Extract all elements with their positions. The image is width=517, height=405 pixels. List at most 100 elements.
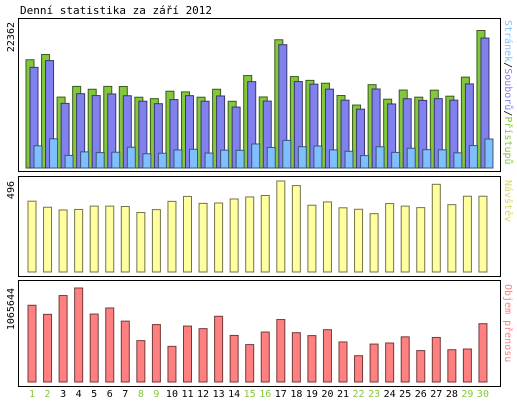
bar-kbytes-day-10 [167,345,177,383]
bar-kbytes-day-29 [462,348,472,383]
x-tick-label-day-24: 24 [384,389,396,400]
bar-visits-day-3 [58,209,68,273]
x-tick-label-day-2: 2 [45,389,51,400]
x-tick-label-day-13: 13 [213,389,225,400]
bar-visits-day-20 [322,201,332,273]
x-tick-label-day-22: 22 [353,389,365,400]
x-tick-label-day-27: 27 [430,389,442,400]
bar-kbytes-day-19 [307,335,317,383]
x-tick-label-day-26: 26 [415,389,427,400]
bar-kbytes-day-15 [245,344,255,383]
bar-visits-day-5 [89,205,99,273]
y-tick-max-visits: 496 [6,181,17,199]
bar-pages-day-4 [80,151,90,169]
x-tick-label-day-21: 21 [337,389,349,400]
bar-kbytes-day-26 [416,350,426,383]
bar-visits-day-23 [369,213,379,273]
axis-label-kbytes-part-0: Objem přenosu [502,284,514,362]
bar-visits-day-25 [400,205,410,273]
bar-pages-day-5 [95,152,105,169]
bar-pages-day-24 [391,151,401,169]
x-tick-label-day-9: 9 [153,389,159,400]
x-tick-label-day-15: 15 [244,389,256,400]
x-tick-label-day-3: 3 [60,389,66,400]
x-tick-label-day-8: 8 [138,389,144,400]
bar-kbytes-day-1 [27,304,37,383]
x-tick-label-day-18: 18 [290,389,302,400]
bar-visits-day-24 [385,203,395,273]
bar-pages-day-10 [173,149,183,169]
bar-kbytes-day-16 [260,331,270,383]
axis-label-hits-files-pages-part-1: / [502,62,513,68]
page-title: Denní statistika za září 2012 [20,4,213,17]
bar-visits-day-10 [167,200,177,273]
bar-pages-day-15 [251,143,261,169]
bar-visits-day-11 [183,195,192,273]
bar-visits-day-7 [120,206,130,273]
bar-pages-day-29 [468,145,478,169]
bar-visits-day-15 [245,196,255,273]
bar-kbytes-day-6 [105,307,115,383]
bar-pages-day-28 [453,152,463,169]
axis-label-hits-files-pages-part-3: / [502,110,513,116]
x-tick-label-day-1: 1 [29,389,35,400]
bar-visits-day-18 [291,185,301,273]
bar-pages-day-8 [142,153,152,169]
bar-kbytes-day-13 [214,315,224,383]
bar-visits-day-17 [276,180,286,273]
bar-visits-day-29 [462,195,472,273]
bar-visits-day-9 [151,209,161,273]
bar-pages-day-11 [189,148,198,169]
bar-kbytes-day-20 [322,329,332,383]
y-tick-max-hits-files-pages: 22362 [6,22,17,52]
axis-label-kbytes: Objem přenosu [502,284,514,362]
bar-pages-day-1 [33,145,43,169]
bar-kbytes-day-12 [198,328,208,383]
x-tick-label-day-17: 17 [275,389,287,400]
axis-label-hits-files-pages: Stránek/Souborů/Přístupů [502,20,514,165]
bar-kbytes-day-23 [369,343,379,383]
bar-visits-day-13 [214,202,224,273]
x-tick-label-day-14: 14 [228,389,240,400]
axis-label-hits-files-pages-part-2: Souborů [502,68,514,110]
bar-visits-day-26 [416,207,426,273]
bar-visits-day-4 [74,208,84,273]
bar-kbytes-day-24 [385,342,395,383]
x-tick-label-day-5: 5 [91,389,97,400]
axis-label-hits-files-pages-part-4: Přístupů [502,116,514,164]
bar-kbytes-day-3 [58,295,68,383]
bar-pages-day-17 [282,139,292,169]
bar-visits-day-1 [27,200,37,273]
y-tick-max-kbytes: 1065644 [6,288,17,330]
bar-pages-day-7 [126,146,136,169]
bar-visits-day-2 [43,206,53,273]
bar-visits-day-19 [307,204,317,273]
bar-kbytes-day-7 [120,320,130,383]
bar-kbytes-day-18 [291,332,301,383]
bar-kbytes-day-28 [447,349,457,383]
x-tick-label-day-20: 20 [321,389,333,400]
bar-visits-day-30 [478,195,488,273]
bar-pages-day-19 [313,145,323,169]
axis-label-hits-files-pages-part-0: Stránek [502,20,514,62]
bar-pages-day-13 [220,149,230,169]
x-tick-label-day-10: 10 [166,389,178,400]
bar-kbytes-day-27 [431,336,441,383]
bar-kbytes-day-22 [354,355,364,383]
bar-visits-day-8 [136,212,146,273]
bar-pages-day-9 [157,152,167,169]
x-tick-label-day-29: 29 [461,389,473,400]
bar-pages-day-25 [406,147,416,169]
bar-pages-day-16 [266,146,276,169]
bar-kbytes-day-4 [74,287,84,383]
x-tick-label-day-11: 11 [181,389,193,400]
x-tick-label-day-19: 19 [306,389,318,400]
bar-kbytes-day-30 [478,323,488,383]
x-tick-label-day-16: 16 [259,389,271,400]
bar-pages-day-12 [204,152,214,169]
bar-kbytes-day-25 [400,336,410,383]
bar-visits-day-12 [198,202,208,273]
bar-visits-day-6 [105,205,115,273]
